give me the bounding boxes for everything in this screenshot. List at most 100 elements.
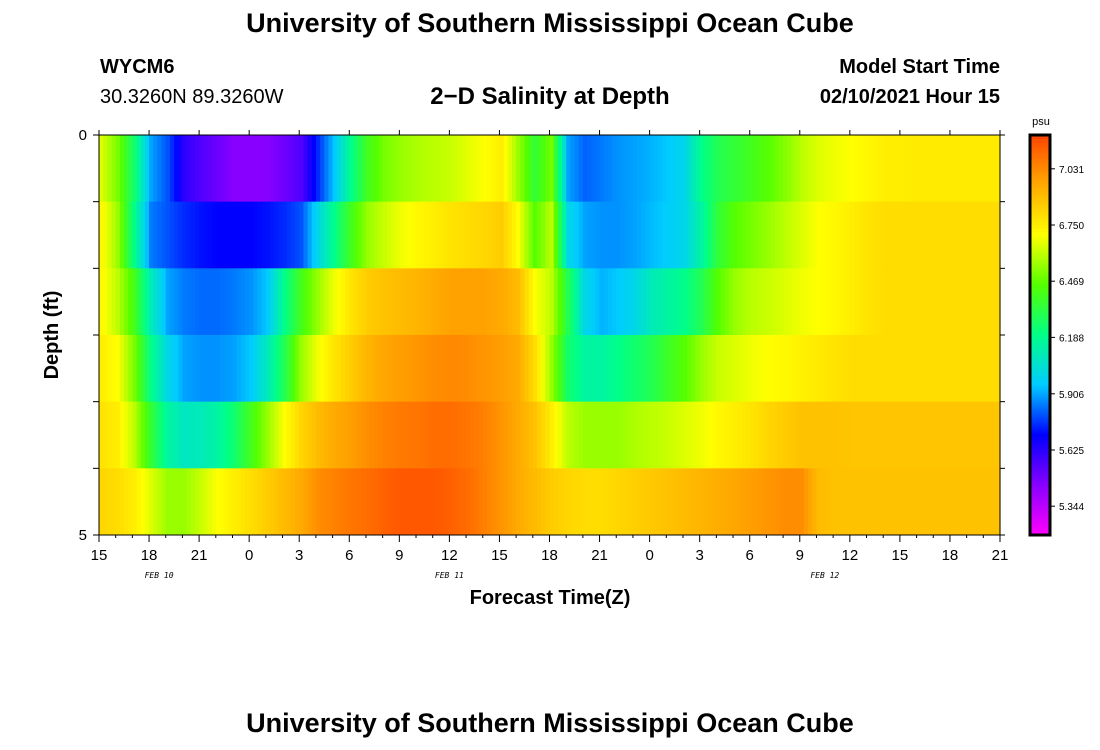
heatmap-cell [662, 335, 667, 403]
heatmap-cell [637, 335, 642, 403]
heatmap-cell [453, 335, 459, 403]
heatmap-cell [315, 335, 321, 403]
heatmap-cell [833, 468, 838, 536]
heatmap-cell [983, 401, 989, 469]
heatmap-cell [774, 401, 780, 469]
heatmap-cell [124, 135, 129, 203]
heatmap-cell [828, 468, 834, 536]
heatmap-cell [336, 201, 342, 269]
heatmap-cell [111, 401, 117, 469]
heatmap-cell [395, 335, 400, 403]
heatmap-cell [290, 201, 296, 269]
heatmap-cell [236, 135, 242, 203]
heatmap-cell [340, 268, 346, 336]
heatmap-cell [399, 268, 405, 336]
heatmap-cell [441, 401, 446, 469]
heatmap-cell [991, 401, 997, 469]
date-label: FEB 12 [810, 571, 839, 580]
heatmap-cell [912, 401, 918, 469]
heatmap-cell [870, 468, 876, 536]
heatmap-cell [708, 135, 713, 203]
heatmap-cell [299, 335, 304, 403]
heatmap-cell [320, 268, 325, 336]
heatmap-cell [645, 268, 651, 336]
heatmap-cell [436, 335, 442, 403]
heatmap-cell [637, 268, 642, 336]
heatmap-cell [428, 401, 434, 469]
heatmap-cell [812, 401, 818, 469]
heatmap-cell [103, 335, 108, 403]
heatmap-cell [570, 401, 576, 469]
heatmap-cell [253, 135, 259, 203]
heatmap-cell [128, 201, 133, 269]
heatmap-cell [207, 335, 213, 403]
heatmap-cell [870, 335, 876, 403]
heatmap-cell [824, 468, 830, 536]
heatmap-cell [424, 135, 430, 203]
heatmap-cell [566, 468, 571, 536]
heatmap-cell [290, 135, 296, 203]
heatmap-cell [758, 401, 763, 469]
heatmap-cell [991, 268, 997, 336]
heatmap-cell [966, 135, 972, 203]
heatmap-cell [620, 135, 626, 203]
heatmap-cell [979, 135, 984, 203]
heatmap-cell [536, 135, 542, 203]
heatmap-cell [899, 468, 905, 536]
heatmap-cell [365, 201, 371, 269]
heatmap-cell [219, 468, 225, 536]
heatmap-cell [653, 468, 659, 536]
heatmap-cell [420, 268, 425, 336]
heatmap-cell [511, 335, 517, 403]
heatmap-cell [257, 401, 263, 469]
heatmap-cell [199, 268, 204, 336]
heatmap-cell [724, 335, 730, 403]
heatmap-cell [995, 135, 1001, 203]
heatmap-cell [474, 268, 480, 336]
heatmap-cell [445, 135, 450, 203]
heatmap-cell [720, 468, 726, 536]
heatmap-cell [920, 135, 926, 203]
heatmap-cell [866, 201, 872, 269]
heatmap-cell [945, 335, 951, 403]
heatmap-cell [194, 201, 200, 269]
heatmap-cell [261, 468, 267, 536]
heatmap-cell [499, 135, 505, 203]
heatmap-cell [562, 135, 567, 203]
heatmap-cell [386, 201, 392, 269]
heatmap-cell [874, 401, 880, 469]
heatmap-cell [236, 201, 242, 269]
heatmap-cell [803, 401, 809, 469]
heatmap-cell [799, 468, 805, 536]
heatmap-cell [228, 135, 234, 203]
heatmap-cell [307, 401, 313, 469]
heatmap-cell [783, 135, 788, 203]
heatmap-cell [841, 268, 847, 336]
heatmap-cell [974, 268, 980, 336]
heatmap-cell [795, 335, 801, 403]
heatmap-cell [741, 335, 747, 403]
heatmap-cell [115, 201, 121, 269]
heatmap-cell [249, 201, 254, 269]
heatmap-cell [403, 201, 409, 269]
heatmap-cell [245, 135, 250, 203]
heatmap-cell [232, 468, 238, 536]
heatmap-cell [390, 335, 396, 403]
heatmap-cell [103, 135, 108, 203]
heatmap-cell [115, 135, 121, 203]
heatmap-cell [632, 135, 638, 203]
heatmap-cell [336, 335, 342, 403]
heatmap-cell [161, 335, 167, 403]
heatmap-cell [578, 335, 584, 403]
heatmap-cell [407, 468, 413, 536]
heatmap-cell [194, 135, 200, 203]
heatmap-cell [816, 468, 822, 536]
heatmap-cell [682, 201, 688, 269]
heatmap-cell [224, 401, 229, 469]
heatmap-cell [211, 335, 217, 403]
heatmap-cell [311, 201, 317, 269]
heatmap-cell [161, 268, 167, 336]
heatmap-cell [574, 201, 580, 269]
heatmap-cell [645, 335, 651, 403]
heatmap-cell [678, 468, 684, 536]
